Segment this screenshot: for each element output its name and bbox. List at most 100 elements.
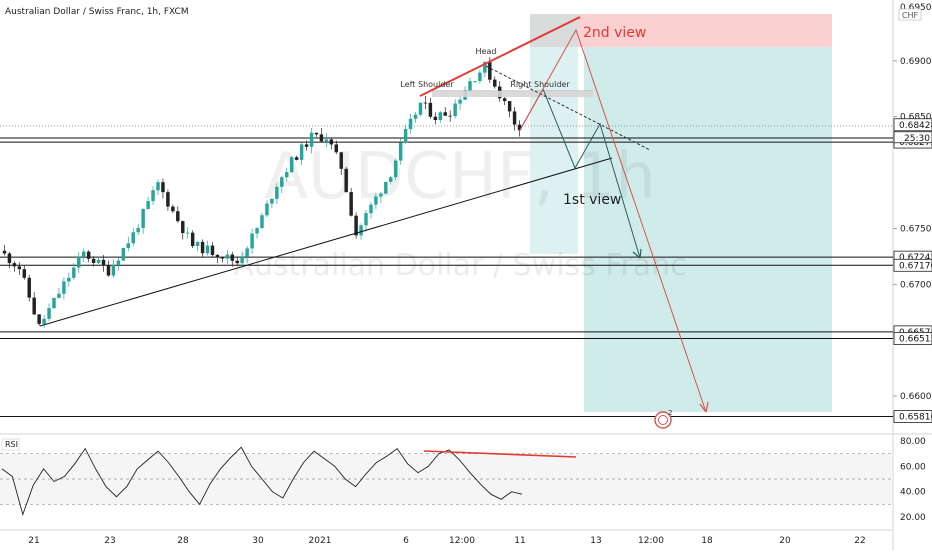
candle-body (141, 208, 145, 228)
candle-body (81, 251, 86, 257)
candle-body (205, 245, 210, 254)
candle-body (17, 266, 22, 270)
time-tick-label: 11 (514, 536, 525, 546)
price-level-badge (893, 410, 932, 423)
price-level-label: 0.66515 (899, 334, 932, 344)
candle-body (111, 264, 116, 276)
second-view-projection (519, 28, 707, 413)
candle-body (116, 260, 121, 265)
candle-body (245, 248, 249, 257)
candle-body (289, 157, 294, 173)
event-marker-count: 2 (668, 409, 672, 417)
time-tick-label: 13 (590, 536, 601, 546)
candle-body (156, 182, 160, 191)
candle-body (225, 254, 230, 259)
first-view-label: 1st view (563, 192, 621, 208)
head-label: Head (476, 47, 497, 56)
candle-body (398, 142, 403, 161)
candle-body (146, 201, 150, 209)
time-tick-label: 12:00 (638, 536, 664, 546)
candle-body (27, 277, 31, 298)
candle-body (200, 241, 205, 254)
price-label-top-partial: 0.6950 (900, 3, 932, 13)
price-level-label: 0.68428 (899, 121, 932, 131)
candle-body (185, 232, 190, 234)
support-trendline (39, 157, 613, 327)
candle-body (161, 182, 165, 193)
right-shoulder-label: Right Shoulder (510, 80, 570, 89)
candle-body (339, 152, 343, 169)
candle-body (493, 79, 497, 87)
candle-body (428, 102, 433, 117)
candle-body (181, 221, 185, 234)
candle-body (413, 114, 418, 119)
candle-body (62, 281, 66, 294)
first-view-zone (530, 14, 578, 254)
candle-body (101, 259, 106, 266)
candle-body (12, 263, 17, 267)
candle-body (220, 257, 225, 259)
rsi-bands (0, 453, 893, 505)
candle-body (294, 157, 299, 160)
candle-body (151, 190, 155, 202)
countdown-label: 25:30 (904, 134, 930, 144)
event-marker-icon[interactable]: 2 (654, 409, 672, 429)
candle-body (106, 265, 111, 276)
candle-body (478, 72, 482, 81)
time-tick-label: 20 (779, 536, 791, 546)
time-tick-label: 22 (854, 536, 865, 546)
candle-body (275, 186, 279, 199)
candle-body (418, 102, 423, 115)
rsi-tick-label: 60.00 (900, 462, 926, 472)
candle-body (7, 253, 12, 264)
candle-body (67, 277, 71, 282)
time-tick-label: 2021 (309, 536, 332, 546)
candle-body (319, 134, 324, 142)
candle-body (329, 139, 334, 145)
first-view-arrowhead (632, 248, 642, 259)
second-view-label: 2nd view (583, 25, 646, 41)
candle-body (389, 177, 393, 182)
candle-body (334, 144, 339, 153)
rsi-divergence-line (423, 450, 577, 458)
second-view-arrowhead (699, 401, 709, 413)
candle-body (324, 139, 329, 142)
rsi-tick-label: 80.00 (900, 437, 926, 447)
candle-body (176, 211, 180, 222)
time-tick-label: 21 (28, 536, 39, 546)
head-shoulders-upper-trendline (419, 16, 581, 97)
candle-body (314, 132, 319, 135)
candle-body (285, 172, 289, 178)
currency-badge: CHF (898, 8, 922, 21)
candle-body (32, 297, 36, 315)
price-level-badge (893, 332, 932, 345)
candle-body (195, 241, 200, 246)
candle-body (96, 259, 101, 263)
candle-body (359, 225, 363, 236)
candle-body (304, 144, 309, 147)
price-level-label: 0.67243 (899, 253, 932, 263)
candle-body (344, 168, 348, 193)
time-tick-label: 18 (701, 536, 713, 546)
candle-body (374, 196, 378, 205)
watermark-symbol: AUDCHF, 1h (264, 140, 656, 214)
currency-badge-label: CHF (902, 11, 919, 20)
candle-body (230, 254, 235, 261)
candle-body (131, 232, 135, 244)
candle-body (260, 215, 264, 229)
candle-body (265, 203, 269, 216)
candle-body (86, 251, 91, 259)
candle-body (507, 101, 512, 112)
candle-body (458, 99, 462, 104)
candle-body (215, 254, 220, 258)
candle-body (190, 232, 195, 246)
candle-body (121, 247, 126, 261)
